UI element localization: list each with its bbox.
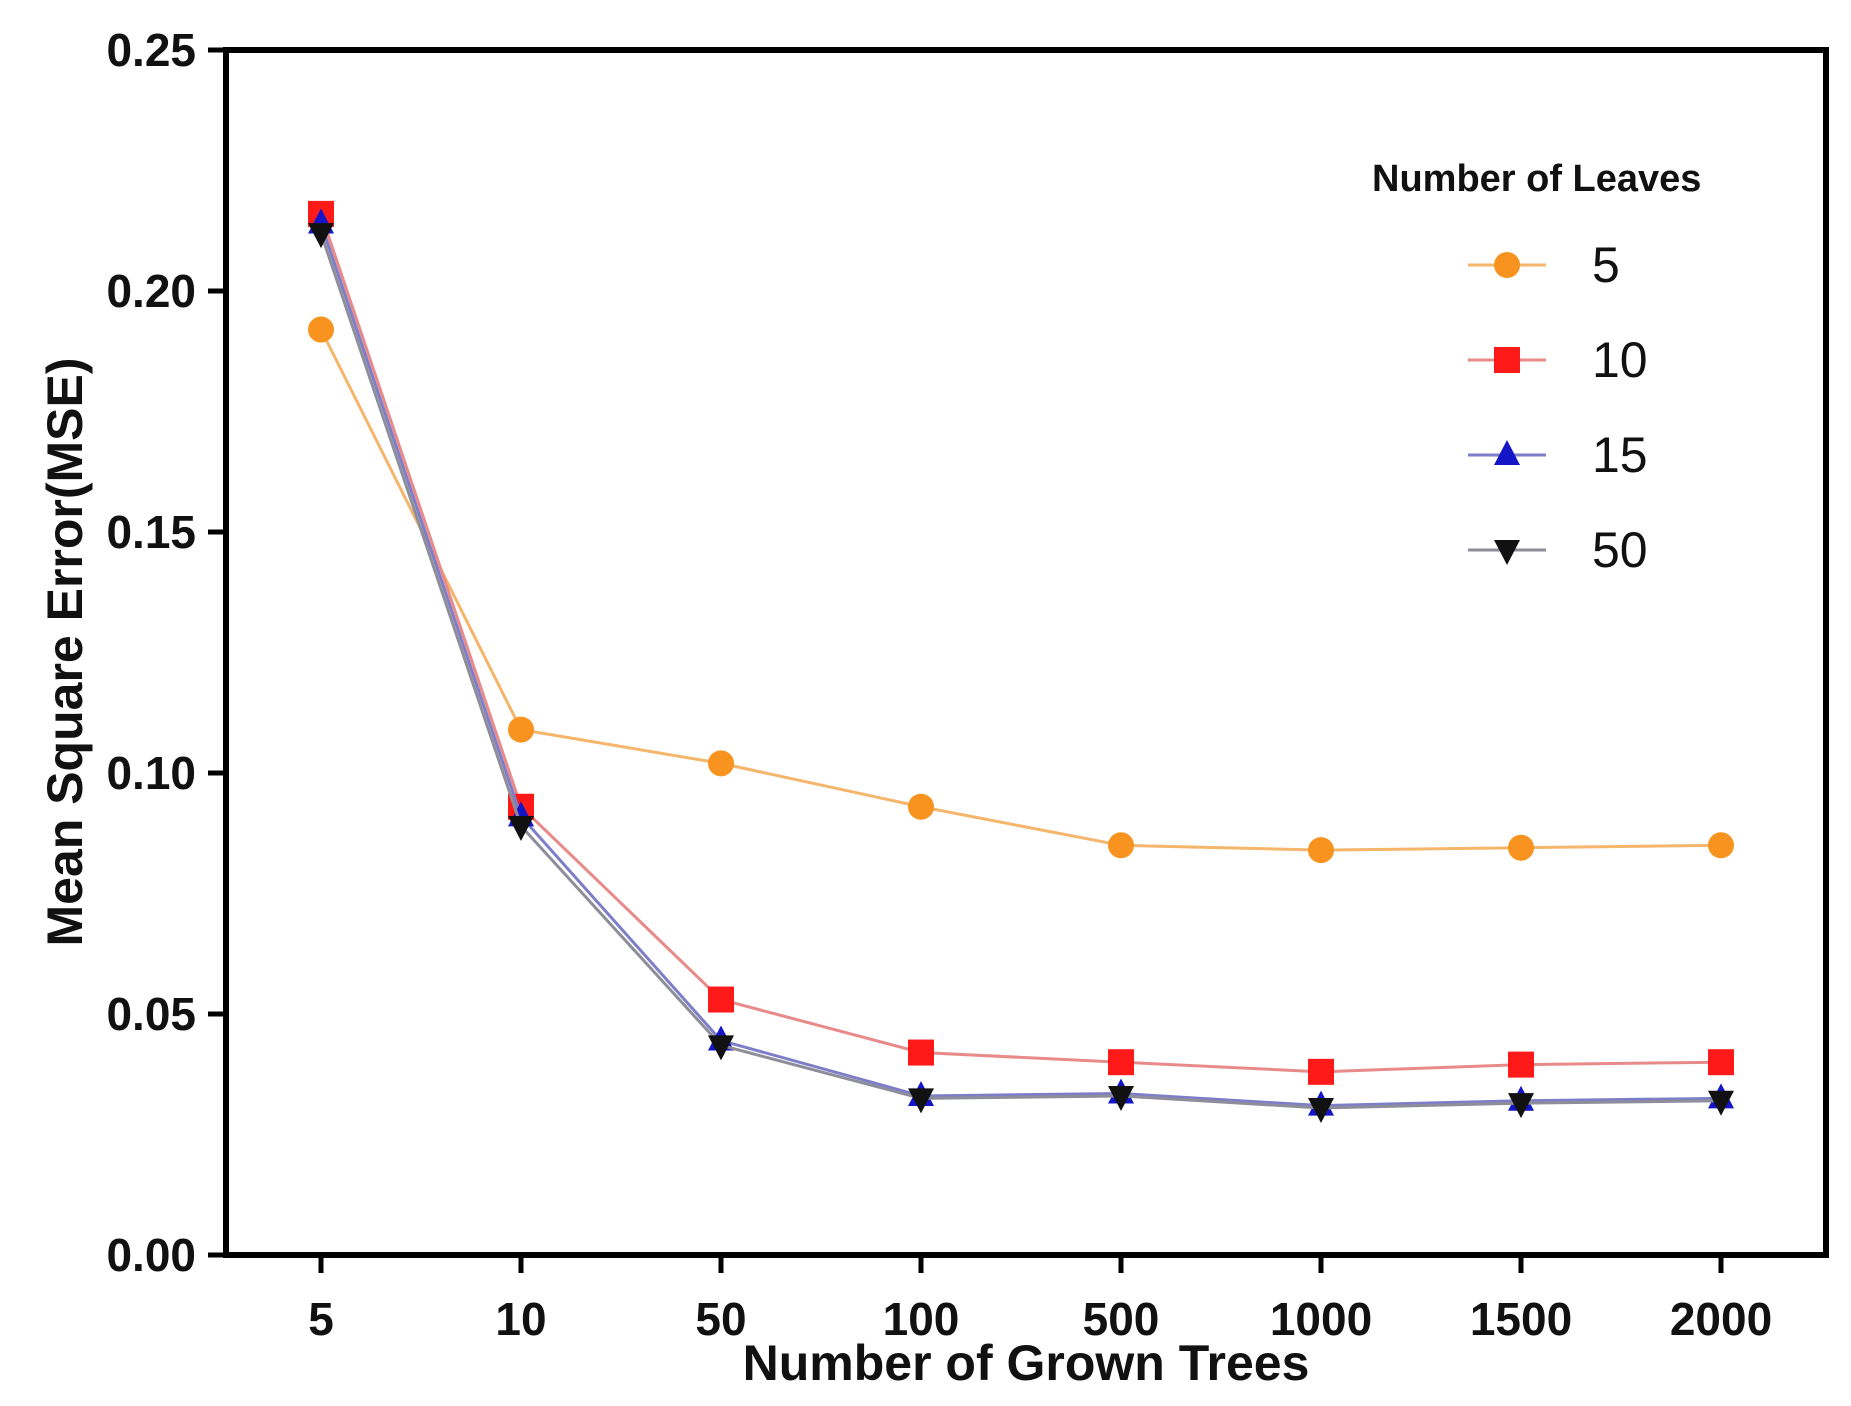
data-point-10	[708, 986, 734, 1013]
legend-item-15: 15	[1468, 427, 1648, 483]
legend-label: 5	[1592, 237, 1620, 293]
legend-label: 15	[1592, 427, 1648, 483]
legend-marker-circle	[1494, 252, 1520, 278]
data-point-50	[1708, 1090, 1734, 1116]
data-point-10	[1308, 1058, 1334, 1085]
data-point-5	[308, 316, 334, 343]
data-point-10	[1708, 1049, 1734, 1076]
y-tick-label: 0.10	[106, 747, 196, 799]
series-layer	[308, 200, 1734, 1123]
data-point-10	[908, 1039, 934, 1066]
legend: Number of Leaves 5 10 15 50	[1372, 158, 1701, 578]
series-line-5	[319, 328, 1722, 852]
y-axis: 0.00 0.05 0.10 0.15 0.20 0.25	[106, 24, 226, 1281]
series-50	[308, 223, 1734, 1123]
x-axis-title: Number of Grown Trees	[743, 1335, 1310, 1391]
x-tick-label: 5	[308, 1293, 334, 1345]
data-point-5	[1708, 832, 1734, 859]
x-tick-label: 2000	[1670, 1293, 1772, 1345]
data-point-5	[1508, 834, 1534, 861]
series-10	[308, 200, 1734, 1085]
series-5	[308, 316, 1734, 864]
y-axis-title: Mean Square Error(MSE)	[37, 357, 93, 946]
data-point-5	[708, 750, 734, 777]
legend-item-50: 50	[1468, 522, 1648, 578]
series-line-10	[319, 213, 1722, 1074]
data-point-50	[508, 816, 534, 842]
x-tick-label: 10	[495, 1293, 546, 1345]
legend-title: Number of Leaves	[1372, 158, 1701, 200]
data-point-50	[1308, 1097, 1334, 1123]
y-tick-label: 0.15	[106, 506, 196, 558]
x-tick-label: 1500	[1470, 1293, 1572, 1345]
legend-item-5: 5	[1468, 237, 1620, 293]
y-tick-label: 0.00	[106, 1229, 196, 1281]
plot-frame	[223, 47, 1829, 1258]
data-point-5	[1108, 832, 1134, 859]
series-line-50	[319, 232, 1722, 1110]
data-point-50	[308, 223, 334, 249]
x-tick-label: 500	[1083, 1293, 1160, 1345]
legend-label: 10	[1592, 332, 1648, 388]
data-point-50	[1108, 1085, 1134, 1111]
legend-marker-triangle-down	[1494, 540, 1520, 565]
x-tick-label: 1000	[1270, 1293, 1372, 1345]
legend-label: 50	[1592, 522, 1648, 578]
x-axis: 5 10 50 100 500 1000 1500 2000	[308, 1255, 1772, 1345]
data-point-10	[1108, 1049, 1134, 1076]
data-point-5	[508, 716, 534, 743]
data-point-50	[708, 1035, 734, 1061]
data-point-50	[908, 1088, 934, 1114]
x-tick-label: 100	[883, 1293, 960, 1345]
x-tick-label: 50	[695, 1293, 746, 1345]
legend-item-10: 10	[1468, 332, 1648, 388]
series-line-15	[319, 223, 1722, 1108]
legend-marker-triangle-up	[1494, 440, 1520, 465]
legend-marker-square	[1494, 347, 1520, 373]
data-point-5	[908, 793, 934, 820]
data-point-50	[1508, 1093, 1534, 1119]
data-point-5	[1308, 837, 1334, 864]
y-tick-label: 0.20	[106, 265, 196, 317]
y-tick-label: 0.05	[106, 988, 196, 1040]
y-tick-label: 0.25	[106, 24, 196, 76]
data-point-10	[1508, 1051, 1534, 1078]
